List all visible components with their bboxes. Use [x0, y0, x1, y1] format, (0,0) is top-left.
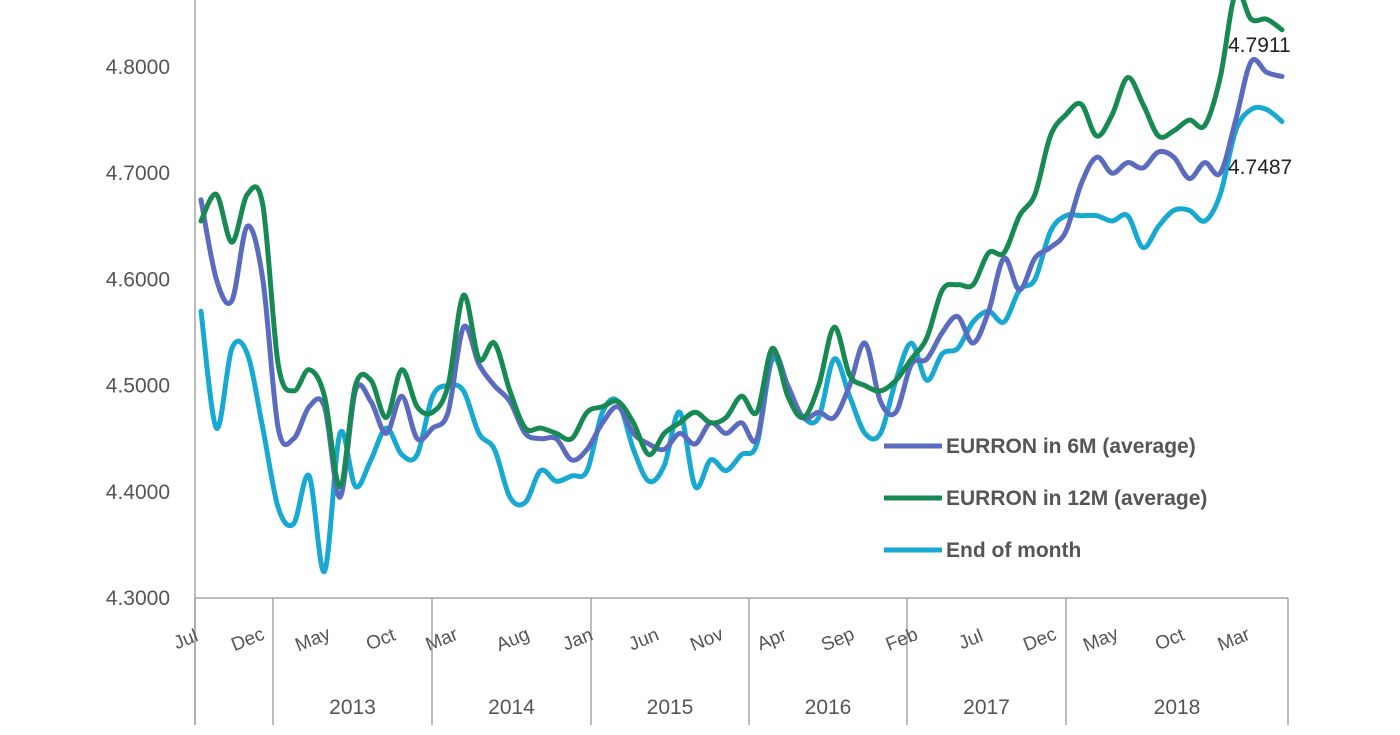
- y-tick-label: 4.6000: [106, 268, 170, 291]
- x-tick-label: Oct: [1152, 624, 1188, 655]
- data-labels: 4.7911 4.7487: [1228, 34, 1292, 179]
- legend-label: EURRON in 6M (average): [946, 435, 1196, 458]
- series-line-0: [198, 57, 1285, 500]
- year-label: 2015: [647, 696, 694, 719]
- y-tick-label: 4.3000: [106, 587, 170, 610]
- x-tick-label: Apr: [754, 624, 790, 655]
- x-axis: Jul Dec May Oct Mar Aug Jan Jun Nov Apr Sep Feb Jul D…: [171, 597, 1289, 725]
- x-tick-label: Mar: [1215, 624, 1254, 656]
- x-tick-label: Feb: [883, 624, 921, 656]
- x-tick-label: Aug: [493, 624, 532, 656]
- y-tick-label: 4.8000: [106, 56, 170, 79]
- y-tick-label: 4.5000: [106, 375, 170, 398]
- legend: EURRON in 6M (average) EURRON in 12M (ave…: [884, 435, 1207, 562]
- plot-area: [198, 0, 1285, 574]
- year-label: 2017: [963, 696, 1010, 719]
- data-label: 4.7911: [1228, 34, 1291, 57]
- x-tick-label: Jun: [626, 624, 662, 655]
- x-tick-label: Dec: [1020, 624, 1059, 656]
- year-label: 2016: [805, 696, 852, 719]
- year-label: 2013: [329, 696, 376, 719]
- x-tick-label: Jul: [956, 626, 986, 655]
- data-label: 4.7487: [1228, 156, 1292, 179]
- x-tick-label: Oct: [363, 624, 399, 655]
- series-line-1: [198, 0, 1285, 490]
- y-tick-label: 4.4000: [106, 481, 170, 504]
- x-tick-label: Jul: [171, 626, 201, 655]
- x-tick-label: Nov: [687, 624, 727, 656]
- x-tick-label: Dec: [228, 624, 267, 656]
- year-label: 2014: [488, 696, 535, 719]
- x-tick-label: May: [292, 623, 334, 656]
- x-tick-label: Mar: [423, 624, 462, 656]
- y-axis: 4.8000 4.7000 4.6000 4.5000 4.4000 4.3000: [106, 0, 196, 725]
- y-tick-label: 4.7000: [106, 162, 170, 185]
- legend-label: End of month: [946, 539, 1081, 562]
- legend-label: EURRON in 12M (average): [946, 487, 1207, 510]
- x-tick-label: Sep: [818, 624, 857, 656]
- series-line-2: [198, 104, 1285, 574]
- x-tick-label: May: [1080, 623, 1122, 656]
- year-label: 2018: [1154, 696, 1201, 719]
